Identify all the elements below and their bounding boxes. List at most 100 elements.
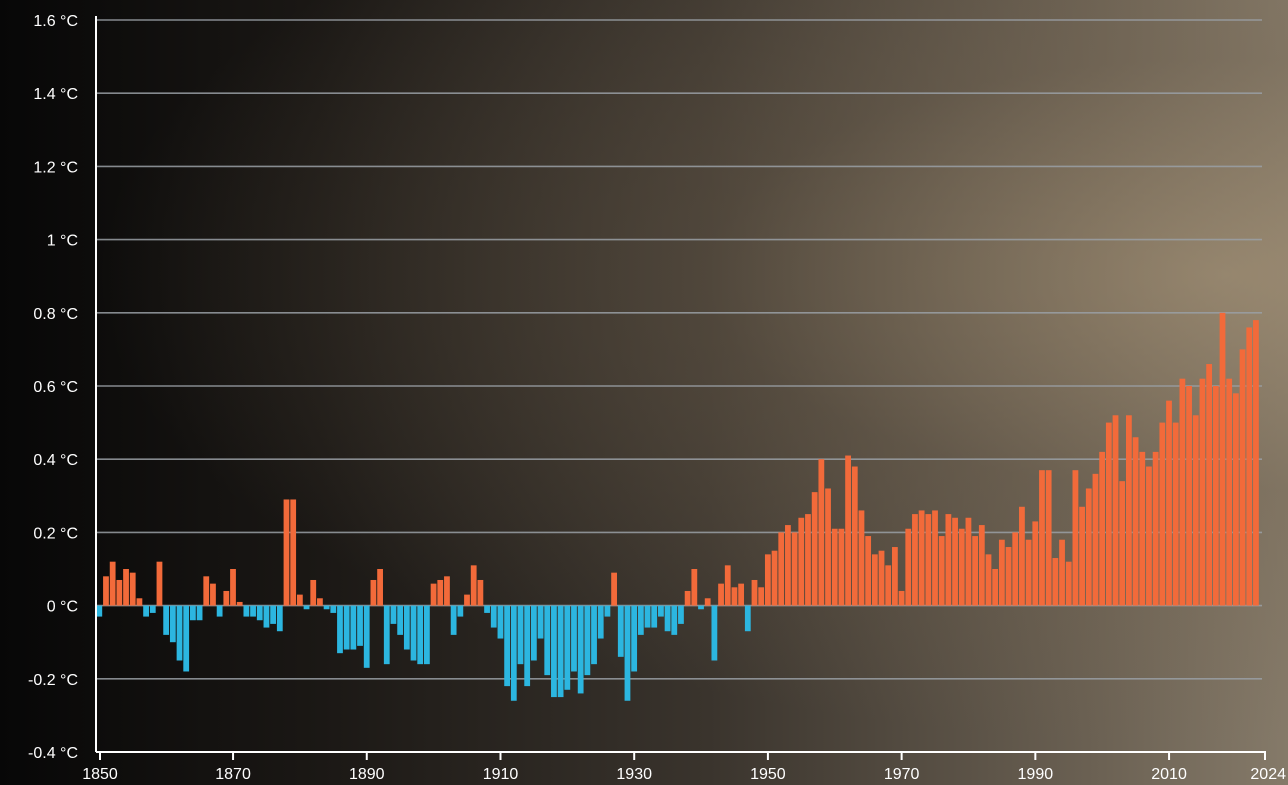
bar-1868 <box>216 605 223 617</box>
y-tick-label: 0.6 °C <box>33 379 78 396</box>
bar-1983 <box>985 554 992 606</box>
bar-1906 <box>470 565 477 606</box>
bar-1917 <box>544 605 551 676</box>
y-tick-labels: -0.4 °C -0.2 °C 0 °C 0.2 °C 0.4 °C 0.6 °C 0.8 … <box>28 13 78 762</box>
bar-1962 <box>845 455 851 606</box>
x-tick-label: 1970 <box>884 766 920 783</box>
bar-1878 <box>283 499 290 606</box>
bar-1950 <box>764 554 771 606</box>
bar-1991 <box>1039 470 1045 606</box>
bar-2007 <box>1146 466 1152 606</box>
bar-1952 <box>778 532 785 606</box>
bar-1870 <box>230 569 236 606</box>
bar-1967 <box>878 550 885 606</box>
bar-1981 <box>972 536 979 606</box>
bar-1923 <box>584 605 591 676</box>
bar-1852 <box>109 561 116 606</box>
bar-1931 <box>637 605 644 635</box>
bar-2005 <box>1132 437 1139 606</box>
bar-1862 <box>176 605 183 661</box>
bar-1939 <box>691 569 698 606</box>
bar-1851 <box>103 576 109 606</box>
bar-1877 <box>276 605 283 632</box>
bar-1895 <box>397 605 404 635</box>
bar-1859 <box>156 561 163 606</box>
bar-1993 <box>1052 558 1059 606</box>
bar-1857 <box>143 605 149 617</box>
bar-1925 <box>597 605 604 639</box>
x-tick-label: 1950 <box>750 766 786 783</box>
bar-1959 <box>825 488 831 606</box>
bar-1896 <box>403 605 410 650</box>
bar-1977 <box>945 514 952 606</box>
bar-1907 <box>477 579 484 606</box>
bar-1888 <box>350 605 357 650</box>
bar-1867 <box>210 583 216 606</box>
bar-1951 <box>771 550 778 606</box>
bar-1949 <box>758 587 765 606</box>
bar-2022 <box>1246 327 1253 606</box>
bar-1900 <box>430 583 437 606</box>
bar-1854 <box>123 569 129 606</box>
bar-1856 <box>136 598 143 606</box>
bar-1937 <box>678 605 684 624</box>
bar-1987 <box>1012 532 1019 606</box>
bar-1876 <box>270 605 277 624</box>
bar-1961 <box>838 528 845 606</box>
bar-1882 <box>310 579 317 606</box>
bar-1915 <box>530 605 537 661</box>
bar-1921 <box>571 605 577 672</box>
bar-1940 <box>698 605 704 610</box>
bar-1935 <box>664 605 671 632</box>
bar-1922 <box>577 605 584 694</box>
bar-2015 <box>1199 378 1206 606</box>
bar-1933 <box>651 605 658 628</box>
bar-1958 <box>818 459 825 606</box>
bar-1861 <box>169 605 176 643</box>
bar-1918 <box>551 605 557 698</box>
bar-1974 <box>925 514 932 606</box>
bar-1989 <box>1025 539 1032 606</box>
bar-1860 <box>163 605 170 635</box>
bar-1973 <box>918 510 925 606</box>
bar-2017 <box>1212 386 1219 606</box>
x-tick-label: 2024 <box>1250 766 1286 783</box>
bar-1956 <box>805 514 811 606</box>
bar-2000 <box>1099 451 1106 606</box>
bar-1919 <box>557 605 564 698</box>
bar-1892 <box>377 569 383 606</box>
bar-1858 <box>149 605 156 613</box>
y-tick-label: 0.4 °C <box>33 452 78 469</box>
x-tick-label: 1890 <box>349 766 385 783</box>
bar-1936 <box>671 605 678 635</box>
bar-2008 <box>1152 451 1159 606</box>
bar-1954 <box>791 532 798 606</box>
bar-1920 <box>564 605 571 690</box>
bar-1946 <box>738 583 745 606</box>
bar-2003 <box>1119 481 1126 606</box>
bar-1910 <box>497 605 504 639</box>
bar-1957 <box>811 492 818 606</box>
bar-2018 <box>1219 312 1226 606</box>
bar-1992 <box>1045 470 1052 606</box>
y-tick-label: -0.4 °C <box>28 745 78 762</box>
bar-1865 <box>196 605 203 621</box>
bar-1963 <box>851 466 858 606</box>
bar-1897 <box>410 605 417 661</box>
y-tick-label: 0.8 °C <box>33 306 78 323</box>
bar-2023 <box>1253 320 1259 606</box>
bar-1953 <box>785 525 791 606</box>
bar-1898 <box>417 605 424 665</box>
bar-1899 <box>424 605 430 665</box>
bar-1911 <box>504 605 511 687</box>
bar-1996 <box>1072 470 1079 606</box>
bar-1932 <box>644 605 651 628</box>
bar-2006 <box>1139 451 1146 606</box>
y-tick-label: 0.2 °C <box>33 525 78 542</box>
bar-1947 <box>744 605 751 632</box>
axes <box>95 16 1266 760</box>
bar-1995 <box>1065 561 1072 606</box>
bar-1965 <box>865 536 872 606</box>
